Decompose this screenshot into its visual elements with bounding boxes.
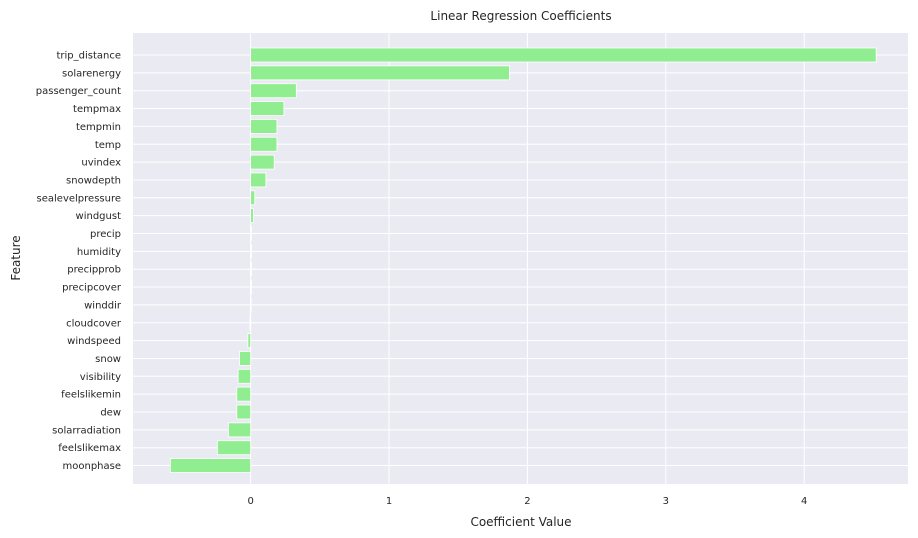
bar-tempmax — [250, 101, 285, 116]
bar-precipcover — [250, 279, 252, 295]
y-tick-label: windgust — [76, 211, 122, 222]
y-tick-label: winddir — [84, 300, 122, 311]
y-tick-label: snowdepth — [66, 175, 121, 186]
bar-winddir — [249, 297, 252, 313]
bar-temp — [250, 136, 278, 152]
bar-visibility — [237, 368, 252, 384]
y-tick-label: sealevelpressure — [37, 193, 121, 204]
y-tick-label: snow — [95, 354, 121, 365]
y-tick-label: moonphase — [63, 461, 122, 472]
bar-tempmin — [250, 119, 278, 134]
y-tick-label: temp — [95, 140, 121, 151]
bar-feelslikemin — [236, 386, 252, 402]
bar-windspeed — [247, 333, 252, 349]
y-tick-label: dew — [100, 408, 121, 419]
y-tick-label: tempmax — [73, 104, 121, 115]
y-tick-label: passenger_count — [36, 86, 121, 97]
x-axis-label: Coefficient Value — [470, 515, 571, 529]
bar-sealevelpressure — [250, 190, 256, 206]
bar-dew — [236, 404, 252, 420]
y-tick-label: trip_distance — [56, 51, 121, 62]
y-tick-label: windspeed — [67, 336, 121, 347]
chart-title: Linear Regression Coefficients — [430, 9, 611, 23]
x-tick-label: 4 — [801, 496, 807, 507]
x-tick-label: 3 — [663, 496, 669, 507]
y-tick-label: feelslikemin — [61, 390, 121, 401]
bar-windgust — [250, 208, 254, 224]
y-tick-label: uvindex — [81, 158, 121, 169]
bar-uvindex — [250, 154, 275, 170]
x-tick-labels: 0 1 2 3 4 — [247, 496, 807, 507]
y-tick-label: precip — [90, 229, 121, 240]
x-tick-label: 2 — [524, 496, 530, 507]
bar-passenger_count — [250, 83, 297, 99]
y-tick-label: humidity — [77, 247, 121, 258]
bar-solarenergy — [250, 65, 510, 81]
y-tick-label: solarradiation — [52, 425, 121, 436]
bar-humidity — [250, 243, 252, 259]
bar-trip_distance — [250, 47, 877, 63]
y-tick-label: feelslikemax — [58, 443, 121, 454]
bars — [169, 47, 877, 473]
y-tick-label: solarenergy — [62, 68, 121, 79]
y-axis-label: Feature — [9, 235, 23, 280]
bar-moonphase — [169, 458, 252, 473]
y-tick-label: tempmin — [76, 122, 121, 133]
y-tick-label: precipcover — [62, 283, 122, 294]
bar-snowdepth — [250, 172, 267, 188]
bar-cloudcover — [249, 315, 252, 331]
x-tick-label: 0 — [247, 496, 253, 507]
bar-solarradiation — [228, 422, 252, 438]
y-tick-label: visibility — [80, 372, 121, 383]
y-tick-label: precipprob — [67, 265, 121, 276]
bar-precip — [250, 226, 252, 241]
bar-precipprob — [250, 261, 252, 277]
bar-feelslikemax — [217, 440, 252, 456]
y-tick-labels: trip_distance solarenergy passenger_countt… — [36, 51, 122, 473]
x-tick-label: 1 — [386, 496, 392, 507]
bar-snow — [239, 351, 252, 366]
y-tick-label: cloudcover — [66, 318, 122, 329]
